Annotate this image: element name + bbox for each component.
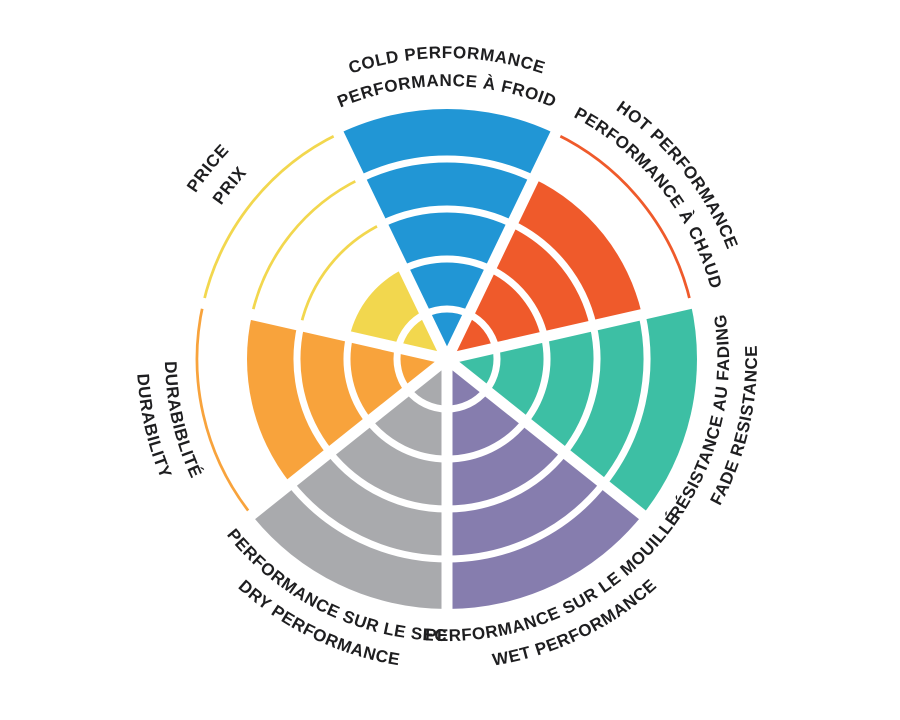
ring-divider-wet-3 bbox=[446, 450, 568, 513]
ring-divider-wet-4 bbox=[446, 481, 607, 563]
segment-wet bbox=[446, 359, 643, 609]
sector-separator bbox=[329, 123, 452, 362]
ring-divider-wet-2 bbox=[446, 419, 528, 463]
ring-divider-dry-2 bbox=[366, 419, 448, 463]
ring-divider-dry-3 bbox=[326, 450, 448, 513]
ring-divider-cold-4 bbox=[358, 155, 536, 182]
sector-separator bbox=[241, 354, 451, 525]
ring-divider-cold-2 bbox=[402, 255, 492, 273]
ring-divider-cold-3 bbox=[380, 205, 514, 228]
ring-divider-fade-3 bbox=[561, 324, 601, 455]
ring-divider-fade-4 bbox=[600, 313, 651, 486]
sector-separator bbox=[445, 296, 701, 365]
ring-divider-durability-3 bbox=[293, 324, 333, 455]
segment-dry bbox=[251, 359, 448, 609]
sector-fill-dry bbox=[251, 359, 447, 609]
sector-separator bbox=[193, 296, 449, 365]
sector-separator bbox=[442, 123, 565, 362]
label-cold-fr: PERFORMANCE À FROID bbox=[335, 71, 560, 111]
empty-ring-arc-price-5 bbox=[201, 132, 340, 304]
sector-fill-fade bbox=[447, 303, 697, 515]
ring-divider-hot-2 bbox=[488, 265, 548, 338]
segment-cold bbox=[338, 109, 556, 359]
segment-durability bbox=[195, 303, 447, 516]
empty-ring-arc-hot-5 bbox=[554, 132, 693, 304]
empty-ring-arc-price-4 bbox=[250, 177, 361, 315]
sector-separator bbox=[443, 354, 653, 525]
empty-ring-arc-durability-5 bbox=[195, 303, 253, 516]
ring-divider-durability-2 bbox=[343, 335, 372, 424]
sector-fill-price bbox=[349, 268, 447, 359]
sector-fill-cold bbox=[338, 109, 556, 359]
ring-divider-fade-2 bbox=[522, 335, 551, 424]
ring-divider-dry-4 bbox=[287, 481, 448, 563]
empty-ring-arc-price-3 bbox=[299, 222, 383, 326]
sector-fill-wet bbox=[447, 359, 643, 609]
ring-divider-hot-3 bbox=[510, 220, 597, 327]
label-hot-en: HOT PERFORMANCE bbox=[613, 97, 742, 252]
segment-hot bbox=[447, 132, 693, 359]
